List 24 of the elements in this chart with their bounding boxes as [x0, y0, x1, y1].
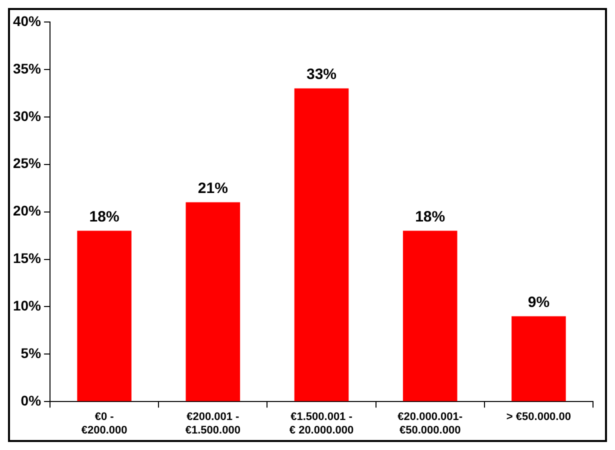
- bar: [512, 316, 566, 402]
- x-tick-label: > €50.000.00: [506, 411, 571, 424]
- data-label: 33%: [306, 66, 337, 84]
- bar: [294, 88, 349, 402]
- y-tick-label: 5%: [20, 345, 42, 362]
- data-label: 18%: [89, 208, 120, 226]
- y-tick-label: 10%: [12, 298, 42, 314]
- data-label: 18%: [415, 208, 446, 226]
- bar: [186, 202, 240, 402]
- x-tick-label: €20.000.001- €50.000.000: [398, 411, 463, 436]
- x-tick-label: €1.500.001 - € 20.000.000: [289, 411, 354, 436]
- y-tick-label: 25%: [12, 155, 42, 172]
- y-tick-label: 35%: [12, 60, 42, 76]
- x-tick-label: €200.001 - €1.500.000: [185, 411, 240, 436]
- y-tick-label: 30%: [12, 108, 42, 124]
- bar: [402, 230, 458, 402]
- bar: [77, 230, 132, 402]
- x-tick-label: €0 - €200.000: [81, 411, 128, 436]
- y-tick-label: 15%: [12, 250, 42, 266]
- data-label: 21%: [198, 180, 228, 197]
- y-tick-label: 40%: [12, 12, 42, 29]
- y-tick-label: 0%: [20, 392, 42, 408]
- y-tick-label: 20%: [12, 202, 42, 219]
- data-label: 9%: [528, 294, 550, 311]
